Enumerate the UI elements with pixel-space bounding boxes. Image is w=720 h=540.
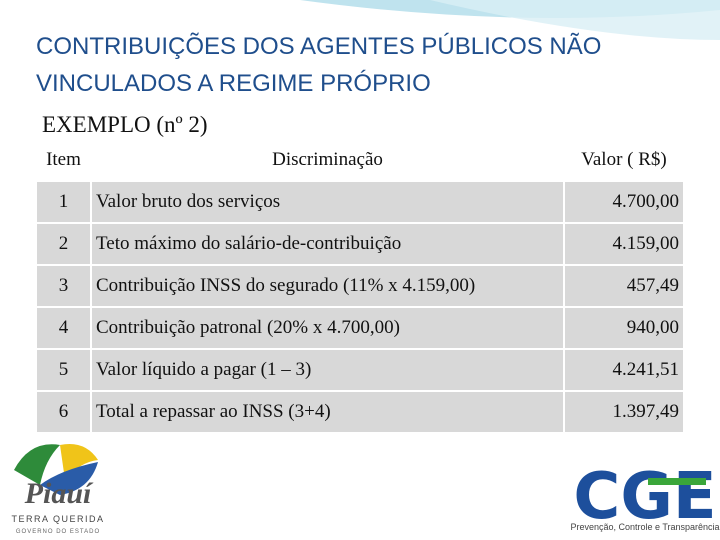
table-cell: Valor líquido a pagar (1 – 3) (92, 350, 563, 390)
table-cell: Teto máximo do salário-de-contribuição (92, 224, 563, 264)
logo-stripe (648, 478, 706, 485)
title-line: CONTRIBUIÇÕES DOS AGENTES PÚBLICOS NÃO (36, 33, 602, 60)
logo-name: Piauí (24, 477, 94, 510)
table-row: 2 Teto máximo do salário-de-contribuição 4… (37, 224, 683, 264)
subtitle: EXEMPLO (nº 2) (42, 112, 208, 137)
table-cell: 4.159,00 (565, 224, 683, 264)
header-row: Item Discriminação Valor ( R$) (37, 140, 683, 180)
table-cell: 4 (37, 308, 90, 348)
logo-shape (40, 462, 98, 495)
table-cell: 6 (37, 392, 90, 432)
table-row: 1 Valor bruto dos serviços 4.700,00 (37, 182, 683, 222)
table-row: 4 Contribuição patronal (20% x 4.700,00) 9… (37, 308, 683, 348)
table-cell: 457,49 (565, 266, 683, 306)
logo-caption: GOVERNO DO ESTADO (16, 529, 100, 535)
table-cell: 940,00 (565, 308, 683, 348)
logo-caption: Prevenção, Controle e Transparência (570, 522, 719, 532)
table-row: 6 Total a repassar ao INSS (3+4) 1.397,49 (37, 392, 683, 432)
header-cell: Item (46, 149, 81, 170)
table-cell: 1 (37, 182, 90, 222)
table: Item Discriminação Valor ( R$) 1 Valor bruto… (37, 140, 683, 434)
header-cell: Valor ( R$) (581, 149, 667, 170)
table-cell: 1.397,49 (565, 392, 683, 432)
table-cell: Total a repassar ao INSS (3+4) (92, 392, 563, 432)
table-row: 5 Valor líquido a pagar (1 – 3) 4.241,51 (37, 350, 683, 390)
header-cell: Discriminação (272, 149, 383, 170)
table-cell: Contribuição INSS do segurado (11% x 4.1… (92, 266, 563, 306)
table-cell: 4.700,00 (565, 182, 683, 222)
logo-tagline: TERRA QUERIDA (11, 514, 104, 524)
table-row: 3 Contribuição INSS do segurado (11% x 4.… (37, 266, 683, 306)
table-cell: 4.241,51 (565, 350, 683, 390)
table-cell: Valor bruto dos serviços (92, 182, 563, 222)
logo-name: CGE (573, 460, 716, 534)
table-cell: 5 (37, 350, 90, 390)
table-cell: 2 (37, 224, 90, 264)
logo-shape (14, 444, 60, 485)
table-cell: Contribuição patronal (20% x 4.700,00) (92, 308, 563, 348)
title-line: VINCULADOS A REGIME PRÓPRIO (36, 70, 431, 97)
table-cell: 3 (37, 266, 90, 306)
swoosh (430, 0, 720, 40)
